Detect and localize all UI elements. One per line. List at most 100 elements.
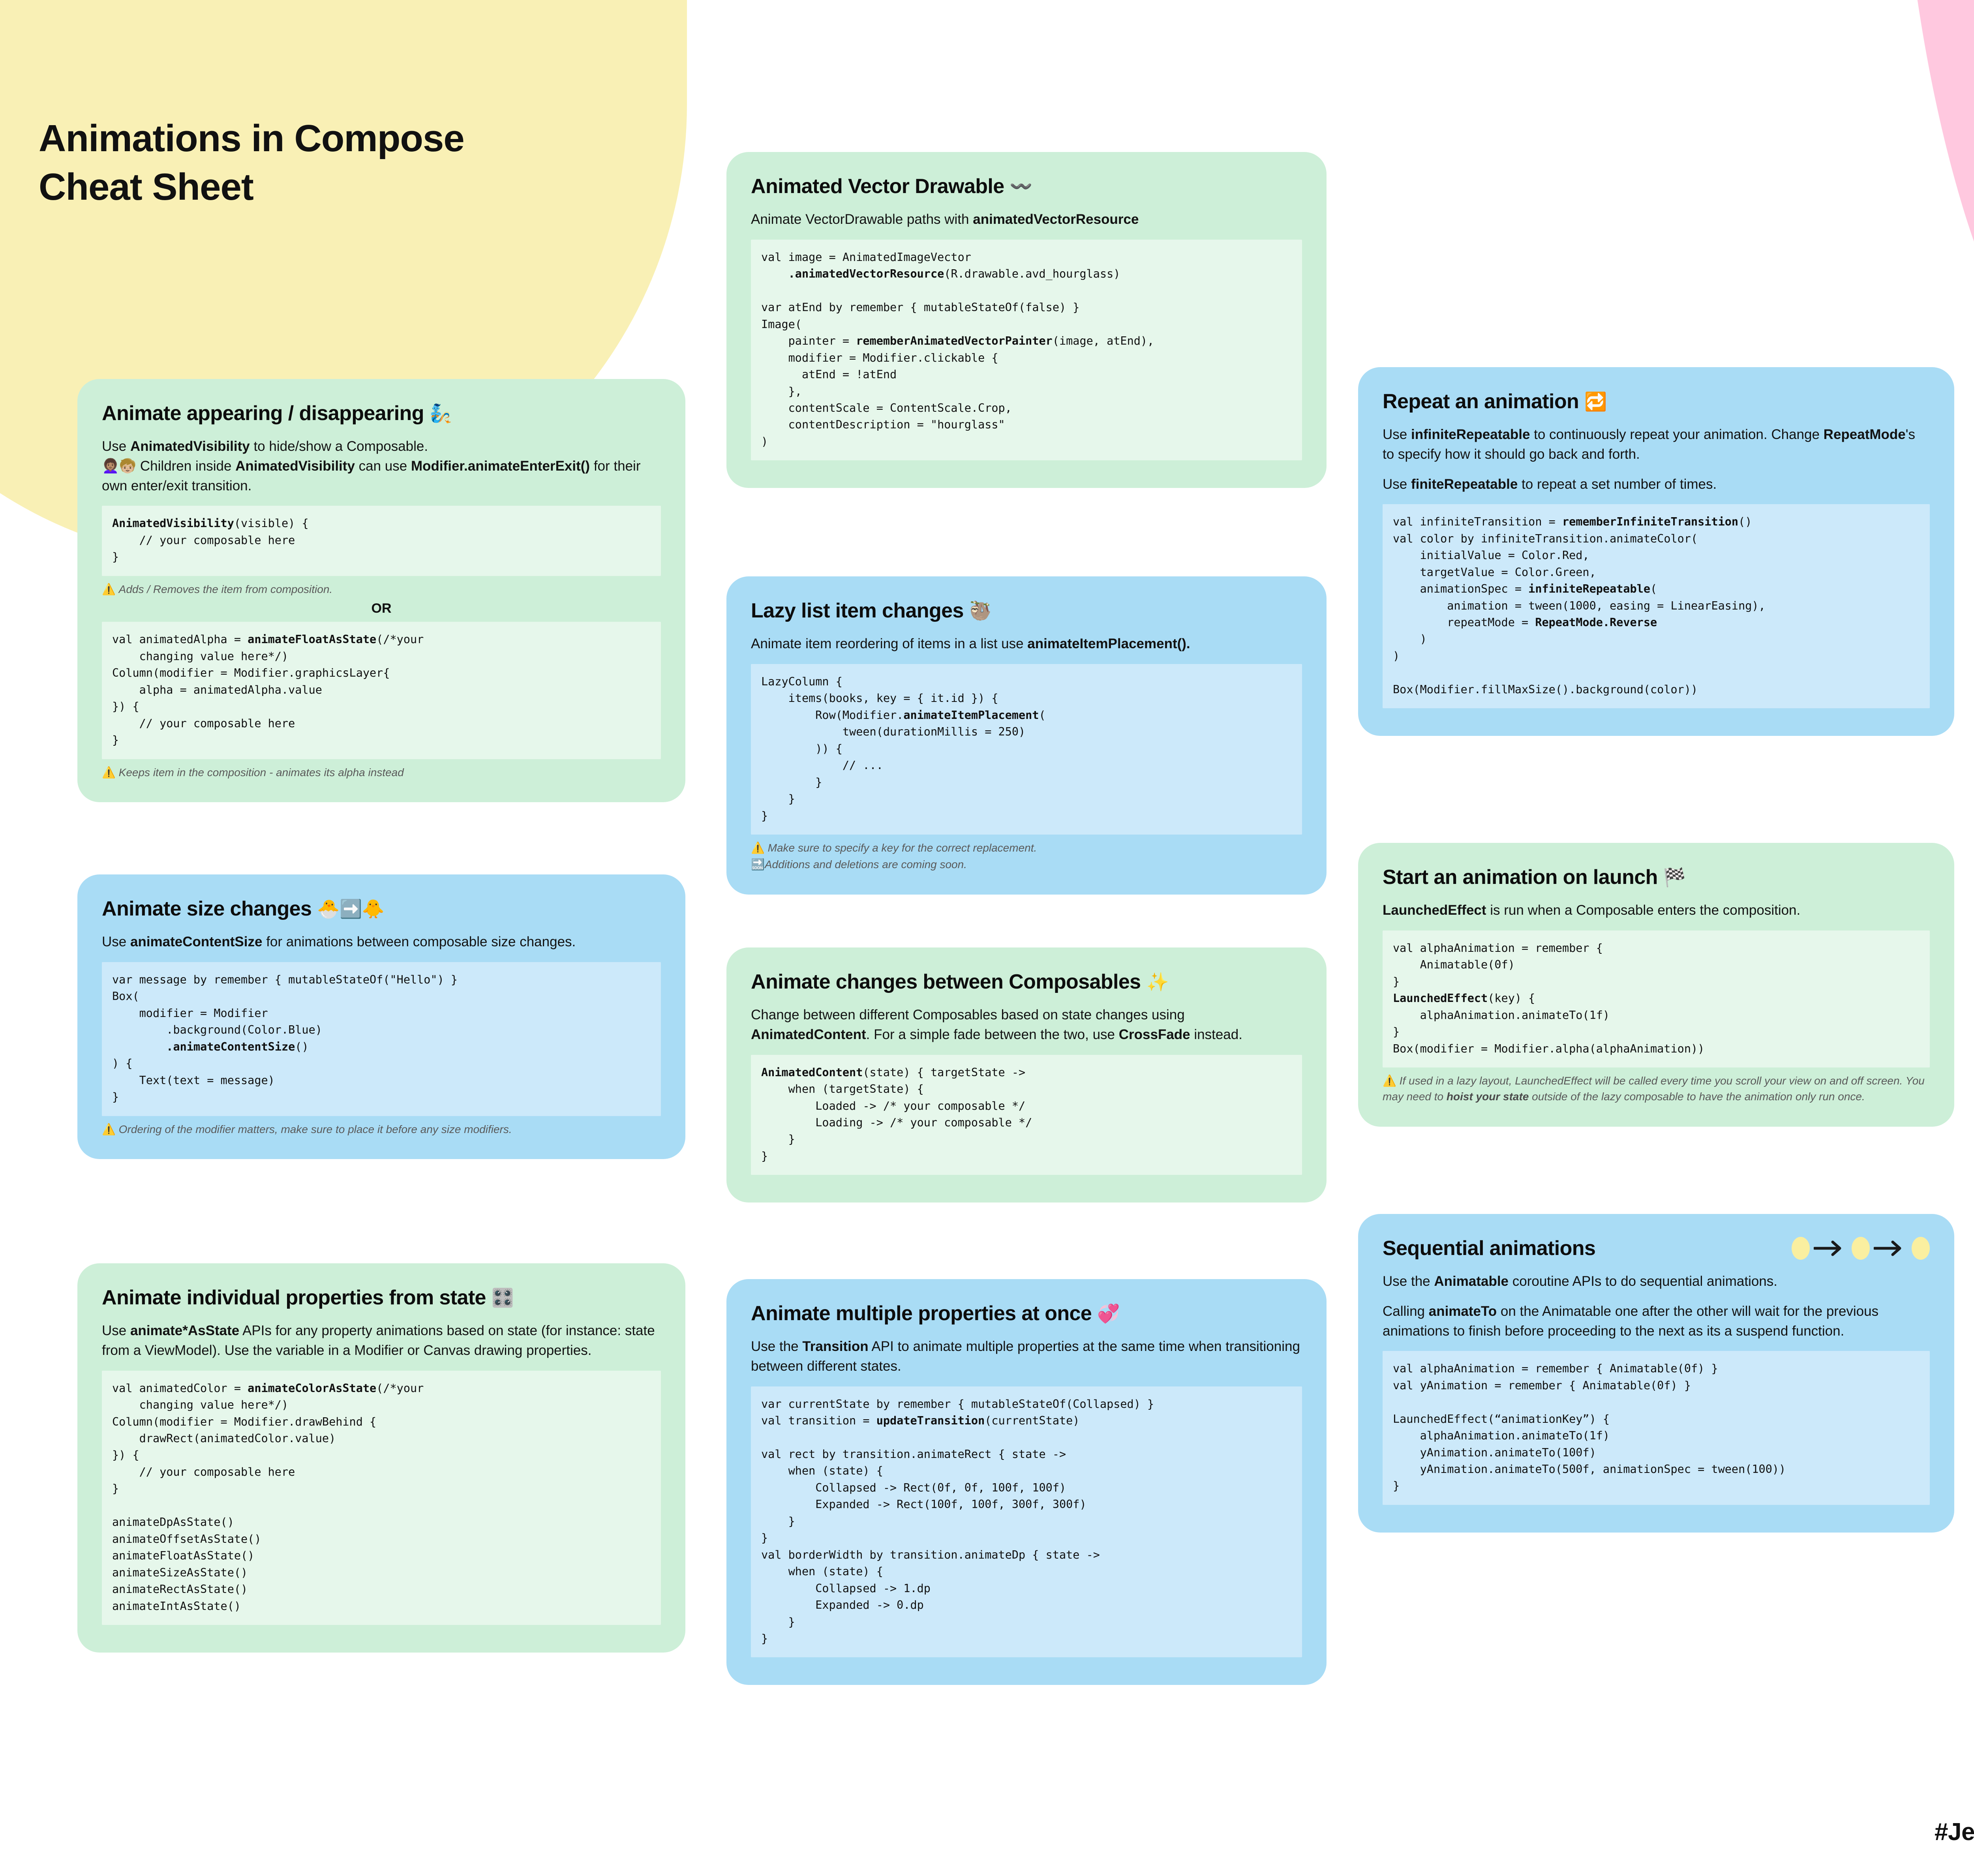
card-animate-multiple-properties: Animate multiple properties at once 💞 Us… bbox=[726, 1279, 1327, 1685]
card-description: Animate item reordering of items in a li… bbox=[751, 634, 1302, 654]
code-keyword: animateColorAsState bbox=[248, 1381, 377, 1395]
genie-icon: 🧞 bbox=[429, 403, 452, 424]
code-block: val infiniteTransition = rememberInfinit… bbox=[1383, 504, 1930, 709]
card-title-text: Animated Vector Drawable bbox=[751, 175, 1004, 198]
card-title-text: Animate size changes bbox=[102, 897, 312, 920]
desc-text: Calling bbox=[1383, 1303, 1429, 1319]
soon-icon: 🔜 bbox=[751, 858, 765, 870]
desc-bold: animateTo bbox=[1428, 1303, 1497, 1319]
card-title-text: Repeat an animation bbox=[1383, 390, 1579, 413]
code-block: val alphaAnimation = remember { Animatab… bbox=[1383, 1351, 1930, 1505]
code-text: (currentState) val rect by transition.an… bbox=[761, 1414, 1100, 1645]
card-description: Use animateContentSize for animations be… bbox=[102, 932, 661, 952]
card-note: ⚠️ Keeps item in the composition - anima… bbox=[102, 765, 661, 780]
code-text: (state) { targetState -> when (targetSta… bbox=[761, 1066, 1032, 1163]
note-text: Keeps item in the composition - animates… bbox=[118, 766, 404, 779]
desc-bold: animateItemPlacement(). bbox=[1027, 636, 1190, 652]
note-text: Additions and deletions are coming soon. bbox=[764, 858, 967, 870]
code-text: val animatedAlpha = bbox=[112, 633, 248, 646]
card-description: Change between different Composables bas… bbox=[751, 1005, 1302, 1044]
hashtag-jetpack-compose: #JetpackCompose bbox=[1935, 1818, 1974, 1846]
desc-text: Use bbox=[1383, 476, 1411, 492]
warning-icon: ⚠️ bbox=[102, 1123, 119, 1135]
desc-text: Animate VectorDrawable paths with bbox=[751, 212, 973, 227]
page-title: Animations in Compose Cheat Sheet bbox=[39, 114, 465, 212]
sloth-icon: 🦥 bbox=[969, 600, 992, 621]
desc-text: Change between different Composables bas… bbox=[751, 1007, 1185, 1023]
note-text: Ordering of the modifier matters, make s… bbox=[118, 1123, 512, 1135]
note-text: outside of the lazy composable to have t… bbox=[1529, 1090, 1865, 1103]
card-sequential-animations: Sequential animations Use the Animatable… bbox=[1358, 1214, 1954, 1533]
card-title: Animate multiple properties at once 💞 bbox=[751, 1302, 1302, 1325]
card-description: Use infiniteRepeatable to continuously r… bbox=[1383, 425, 1930, 464]
code-text: (key) { alphaAnimation.animateTo(1f) } B… bbox=[1393, 992, 1705, 1055]
card-title: Start an animation on launch 🏁 bbox=[1383, 866, 1930, 889]
desc-text: to continuously repeat your animation. C… bbox=[1530, 427, 1824, 443]
desc-text: instead. bbox=[1190, 1026, 1242, 1042]
desc-text: Animate item reordering of items in a li… bbox=[751, 636, 1028, 652]
card-animate-size-changes: Animate size changes 🐣➡️🐥 Use animateCon… bbox=[77, 874, 685, 1159]
code-keyword: animateFloatAsState bbox=[248, 633, 377, 646]
desc-bold: animateContentSize bbox=[130, 934, 263, 950]
code-block: var currentState by remember { mutableSt… bbox=[751, 1386, 1302, 1658]
code-block: val animatedColor = animateColorAsState(… bbox=[102, 1370, 661, 1625]
desc-text: for animations between composable size c… bbox=[262, 934, 576, 950]
desc-text: Use bbox=[102, 1323, 130, 1339]
code-block: AnimatedContent(state) { targetState -> … bbox=[751, 1054, 1302, 1175]
note-text: Adds / Removes the item from composition… bbox=[118, 583, 333, 595]
desc-text: can use bbox=[355, 458, 411, 474]
code-block: val alphaAnimation = remember { Animatab… bbox=[1383, 930, 1930, 1068]
note-text: Make sure to specify a key for the corre… bbox=[767, 842, 1037, 854]
code-keyword: .animateContentSize bbox=[166, 1040, 295, 1053]
desc-text: Children inside bbox=[136, 458, 236, 474]
code-keyword: rememberAnimatedVectorPainter bbox=[856, 334, 1053, 348]
warning-icon: ⚠️ bbox=[102, 766, 119, 779]
desc-bold: animatedVectorResource bbox=[973, 212, 1139, 227]
card-description: LaunchedEffect is run when a Composable … bbox=[1383, 900, 1930, 920]
card-title-text: Lazy list item changes bbox=[751, 599, 964, 622]
card-title-text: Animate individual properties from state bbox=[102, 1286, 486, 1309]
wavy-dash-icon: 〰️ bbox=[1010, 176, 1032, 197]
card-title: Animate changes between Composables ✨ bbox=[751, 970, 1302, 993]
desc-text: to hide/show a Composable. bbox=[250, 439, 428, 454]
desc-bold: Animatable bbox=[1434, 1274, 1509, 1289]
card-description: Animate VectorDrawable paths with animat… bbox=[751, 210, 1302, 229]
seq-dot bbox=[1852, 1237, 1870, 1260]
card-title: Animate appearing / disappearing 🧞 bbox=[102, 402, 661, 425]
checkered-flag-icon: 🏁 bbox=[1663, 867, 1686, 888]
desc-text: to repeat a set number of times. bbox=[1518, 476, 1717, 492]
desc-text: Use the bbox=[1383, 1274, 1434, 1289]
card-description: Use finiteRepeatable to repeat a set num… bbox=[1383, 475, 1930, 494]
code-keyword: AnimatedVisibility bbox=[112, 517, 234, 530]
code-keyword: .animatedVectorResource bbox=[788, 267, 944, 281]
code-keyword: animateItemPlacement bbox=[903, 708, 1039, 722]
code-text: (image, atEnd), modifier = Modifier.clic… bbox=[761, 334, 1154, 448]
code-text: ( tween(durationMillis = 250) )) { // ..… bbox=[761, 708, 1046, 822]
code-block: val animatedAlpha = animateFloatAsState(… bbox=[102, 622, 661, 759]
desc-bold: finiteRepeatable bbox=[1411, 476, 1518, 492]
code-text: val infiniteTransition = bbox=[1393, 515, 1562, 529]
desc-text: Use the bbox=[751, 1339, 803, 1354]
card-animate-appearing-disappearing: Animate appearing / disappearing 🧞 Use A… bbox=[77, 379, 685, 803]
desc-bold: AnimatedVisibility bbox=[130, 439, 250, 454]
code-keyword: rememberInfiniteTransition bbox=[1562, 515, 1739, 529]
card-description: Use the Animatable coroutine APIs to do … bbox=[1383, 1272, 1930, 1291]
seq-dot bbox=[1792, 1237, 1810, 1260]
desc-bold: RepeatMode bbox=[1823, 427, 1906, 443]
code-block: AnimatedVisibility(visible) { // your co… bbox=[102, 506, 661, 576]
desc-text: . For a simple fade between the two, use bbox=[866, 1026, 1119, 1042]
card-note: ⚠️ Ordering of the modifier matters, mak… bbox=[102, 1122, 661, 1137]
card-description: Calling animateTo on the Animatable one … bbox=[1383, 1302, 1930, 1341]
card-description: Use AnimatedVisibility to hide/show a Co… bbox=[102, 437, 661, 495]
code-text: val animatedColor = bbox=[112, 1381, 248, 1395]
desc-text: coroutine APIs to do sequential animatio… bbox=[1509, 1274, 1777, 1289]
desc-bold: CrossFade bbox=[1118, 1026, 1190, 1042]
card-note: ⚠️ Make sure to specify a key for the co… bbox=[751, 840, 1302, 856]
desc-bold: infiniteRepeatable bbox=[1411, 427, 1530, 443]
code-keyword: LaunchedEffect bbox=[1393, 992, 1488, 1005]
code-block: val image = AnimatedImageVector .animate… bbox=[751, 239, 1302, 461]
two-hearts-icon: 💞 bbox=[1097, 1303, 1120, 1324]
sequential-flow-icon bbox=[1792, 1237, 1930, 1260]
card-title: Lazy list item changes 🦥 bbox=[751, 599, 1302, 622]
